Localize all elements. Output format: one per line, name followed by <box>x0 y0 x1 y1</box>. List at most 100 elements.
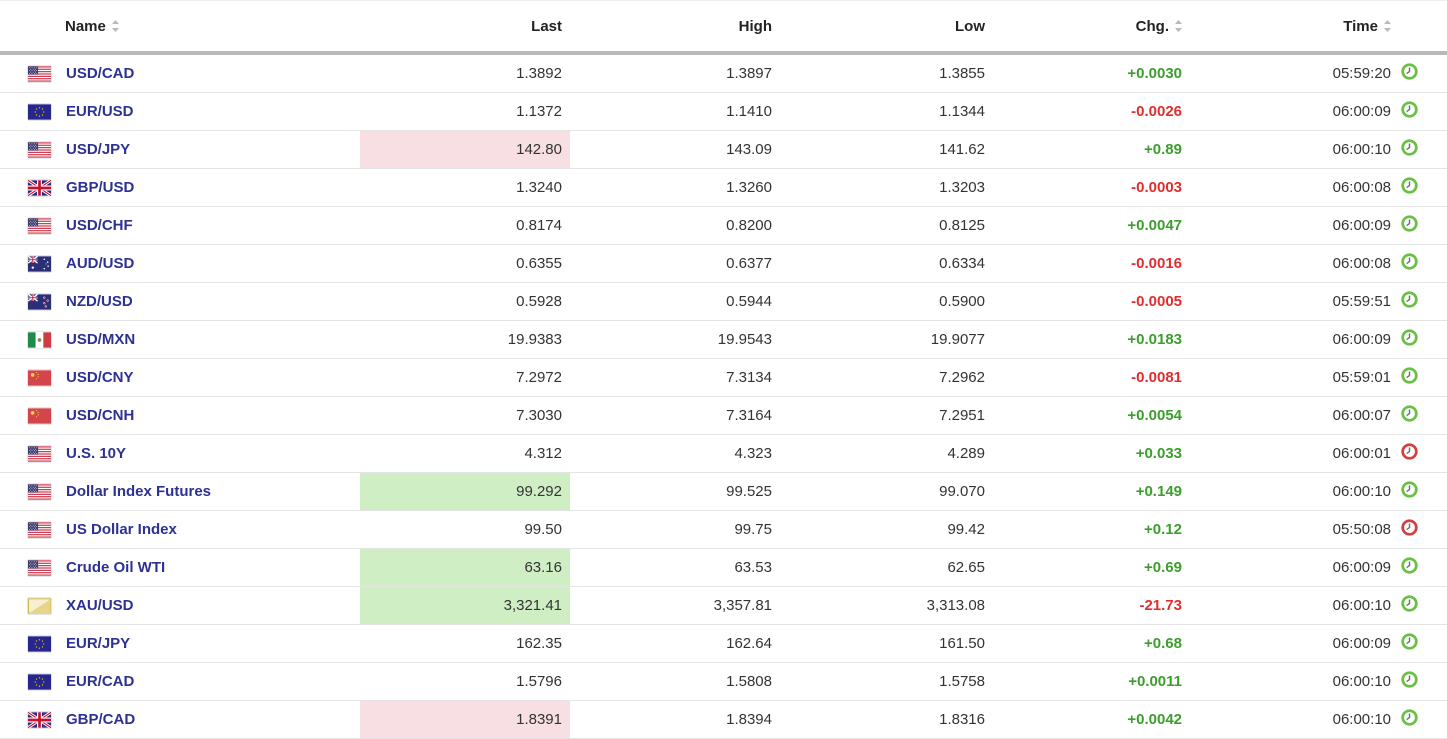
change-cell: -0.0026 <box>993 92 1190 131</box>
instrument-link[interactable]: XAU/USD <box>1 597 359 614</box>
last-cell: 1.3240 <box>360 168 570 207</box>
sort-arrows-icon <box>1384 19 1391 32</box>
clock-closed-icon <box>1401 443 1418 460</box>
table-row: USD/CNH 7.3030 7.3164 7.2951 +0.0054 06:… <box>0 396 1447 435</box>
header-time[interactable]: Time <box>1190 0 1395 55</box>
table-row: AUD/USD 0.6355 0.6377 0.6334 -0.0016 06:… <box>0 244 1447 283</box>
flag-icon-cn <box>28 407 51 424</box>
instrument-name: USD/MXN <box>66 331 136 348</box>
time-cell: 06:00:10 <box>1190 700 1395 739</box>
instrument-link[interactable]: U.S. 10Y <box>1 445 359 462</box>
last-cell: 63.16 <box>360 548 570 587</box>
last-cell: 1.5796 <box>360 662 570 701</box>
flag-icon-us <box>28 559 51 576</box>
header-last: Last <box>360 0 570 55</box>
instrument-link[interactable]: USD/CNY <box>1 369 359 386</box>
instrument-link[interactable]: GBP/CAD <box>1 711 359 728</box>
header-chg[interactable]: Chg. <box>993 0 1190 55</box>
low-cell: 3,313.08 <box>780 586 993 625</box>
low-cell: 1.5758 <box>780 662 993 701</box>
instrument-link[interactable]: USD/CNH <box>1 407 359 424</box>
change-cell: +0.149 <box>993 472 1190 511</box>
instrument-link[interactable]: EUR/JPY <box>1 635 359 652</box>
table-row: US Dollar Index 99.50 99.75 99.42 +0.12 … <box>0 510 1447 549</box>
sort-arrows-icon <box>1175 19 1182 32</box>
last-cell: 162.35 <box>360 624 570 663</box>
table-row: XAU/USD 3,321.41 3,357.81 3,313.08 -21.7… <box>0 586 1447 625</box>
change-cell: +0.69 <box>993 548 1190 587</box>
header-name[interactable]: Name <box>0 0 360 55</box>
high-cell: 0.5944 <box>570 282 780 321</box>
instrument-link[interactable]: Dollar Index Futures <box>1 483 359 500</box>
flag-icon-us <box>28 141 51 158</box>
flag-icon-eu <box>28 673 51 690</box>
flag-icon-us <box>28 217 51 234</box>
flag-icon-gb <box>28 711 51 728</box>
high-cell: 143.09 <box>570 130 780 169</box>
flag-icon-nz <box>28 293 51 310</box>
change-cell: +0.0047 <box>993 206 1190 245</box>
high-cell: 7.3164 <box>570 396 780 435</box>
sort-arrows-icon <box>111 19 119 32</box>
instrument-link[interactable]: NZD/USD <box>1 293 359 310</box>
low-cell: 19.9077 <box>780 320 993 359</box>
table-row: USD/CAD 1.3892 1.3897 1.3855 +0.0030 05:… <box>0 53 1447 93</box>
last-cell: 0.8174 <box>360 206 570 245</box>
last-cell: 1.8391 <box>360 700 570 739</box>
instrument-name: U.S. 10Y <box>66 445 127 462</box>
time-cell: 06:00:09 <box>1190 92 1395 131</box>
high-cell: 162.64 <box>570 624 780 663</box>
high-cell: 1.8394 <box>570 700 780 739</box>
table-row: EUR/CAD 1.5796 1.5808 1.5758 +0.0011 06:… <box>0 662 1447 701</box>
flag-icon-eu <box>28 103 51 120</box>
table-row: USD/CNY 7.2972 7.3134 7.2962 -0.0081 05:… <box>0 358 1447 397</box>
header-name-label: Name <box>65 17 106 35</box>
change-cell: +0.0042 <box>993 700 1190 739</box>
clock-open-icon <box>1401 595 1418 612</box>
flag-icon-us <box>28 65 51 82</box>
time-cell: 05:59:01 <box>1190 358 1395 397</box>
instrument-name: USD/CNH <box>66 407 135 424</box>
change-cell: -21.73 <box>993 586 1190 625</box>
instrument-link[interactable]: AUD/USD <box>1 255 359 272</box>
time-cell: 06:00:10 <box>1190 130 1395 169</box>
clock-open-icon <box>1401 101 1418 118</box>
table-row: USD/JPY 142.80 143.09 141.62 +0.89 06:00… <box>0 130 1447 169</box>
low-cell: 0.5900 <box>780 282 993 321</box>
instrument-name: NZD/USD <box>66 293 133 310</box>
last-cell: 142.80 <box>360 130 570 169</box>
instrument-link[interactable]: USD/JPY <box>1 141 359 158</box>
clock-open-icon <box>1401 671 1418 688</box>
time-cell: 06:00:08 <box>1190 244 1395 283</box>
instrument-link[interactable]: Crude Oil WTI <box>1 559 359 576</box>
time-cell: 06:00:09 <box>1190 624 1395 663</box>
low-cell: 1.3855 <box>780 53 993 93</box>
high-cell: 0.8200 <box>570 206 780 245</box>
flag-icon-mx <box>28 331 51 348</box>
flag-icon-gb <box>28 179 51 196</box>
clock-open-icon <box>1401 329 1418 346</box>
clock-open-icon <box>1401 481 1418 498</box>
instrument-link[interactable]: US Dollar Index <box>1 521 359 538</box>
instrument-link[interactable]: EUR/USD <box>1 103 359 120</box>
instrument-name: USD/CAD <box>66 65 135 82</box>
instrument-name: US Dollar Index <box>66 521 177 538</box>
instrument-link[interactable]: USD/MXN <box>1 331 359 348</box>
instrument-link[interactable]: USD/CAD <box>1 65 359 82</box>
instrument-link[interactable]: USD/CHF <box>1 217 359 234</box>
change-cell: +0.68 <box>993 624 1190 663</box>
time-cell: 05:59:51 <box>1190 282 1395 321</box>
table-row: Dollar Index Futures 99.292 99.525 99.07… <box>0 472 1447 511</box>
time-cell: 06:00:10 <box>1190 662 1395 701</box>
flag-icon-au <box>28 255 51 272</box>
low-cell: 161.50 <box>780 624 993 663</box>
instrument-link[interactable]: GBP/USD <box>1 179 359 196</box>
last-cell: 3,321.41 <box>360 586 570 625</box>
instrument-link[interactable]: EUR/CAD <box>1 673 359 690</box>
clock-open-icon <box>1401 177 1418 194</box>
clock-closed-icon <box>1401 519 1418 536</box>
flag-icon-eu <box>28 635 51 652</box>
change-cell: +0.0183 <box>993 320 1190 359</box>
low-cell: 62.65 <box>780 548 993 587</box>
